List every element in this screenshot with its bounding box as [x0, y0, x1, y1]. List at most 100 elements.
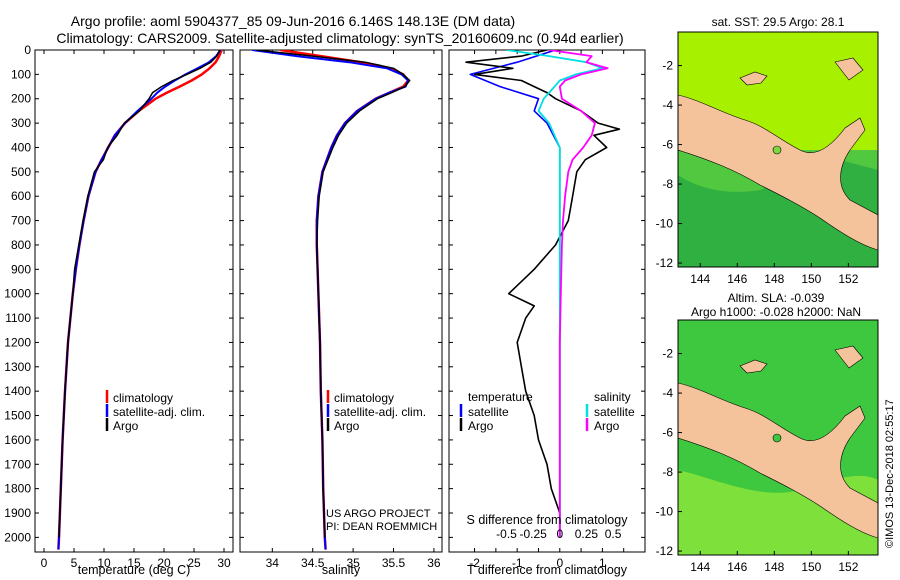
sst-land-island: [739, 71, 768, 86]
depth-tick-label: 600: [11, 189, 31, 203]
difference-x-ticks: -2 -1 0 1: [469, 50, 625, 570]
x-tick-label: -2: [469, 556, 480, 570]
map-y-tick-label: -6: [662, 138, 673, 152]
depth-tick-label: 300: [11, 116, 31, 130]
legend-label-satellite: satellite-adj. clim.: [334, 405, 426, 419]
temperature-xlabel: temperature (deg C): [78, 563, 191, 577]
sla-land-new-guinea: [678, 382, 878, 539]
depth-tick-label: 1800: [4, 482, 31, 496]
series-line-s-argo: [548, 50, 609, 538]
depth-tick-label: 800: [11, 238, 31, 252]
map-y-tick-label: -2: [662, 59, 673, 73]
difference-xlabel: T difference from climatology: [467, 563, 628, 577]
depth-tick-label: 1600: [4, 433, 31, 447]
salinity-lines: [251, 50, 411, 550]
temperature-lines: [57, 50, 223, 550]
map-y-tick-label: -10: [656, 505, 674, 519]
s-difference-label: S difference from climatology: [467, 513, 629, 527]
map-x-tick-label: 152: [838, 272, 858, 286]
map-x-tick-label: 152: [838, 560, 858, 574]
x-tick-label: 25: [187, 556, 201, 570]
s-tick-label: 0.25: [575, 527, 599, 541]
series-line-s-satellite: [506, 50, 604, 538]
sst-map-frame: [677, 31, 879, 268]
sla-map-title-2: Argo h1000: -0.028 h2000: NaN: [691, 305, 861, 319]
map-y-tick-label: -12: [656, 544, 674, 558]
depth-tick-label: 1400: [4, 384, 31, 398]
depth-axis: 0 100 200 300 400 500 600 700 800 900 1000 1100 1200…: [4, 43, 645, 544]
legend-label-climatology: climatology: [113, 391, 173, 405]
depth-tick-label: 2000: [4, 530, 31, 544]
depth-tick-label: 1500: [4, 409, 31, 423]
argo-float-marker: [772, 433, 782, 443]
sst-land-island: [834, 57, 864, 81]
figure-title-line2: Climatology: CARS2009. Satellite-adjuste…: [56, 30, 623, 46]
sst-map-image: [678, 32, 878, 267]
legend-label-t-satellite: satellite: [468, 405, 509, 419]
temperature-x-ticks: 0 5 10 15 20 25 30: [41, 50, 231, 570]
x-tick-label: 34.5: [301, 556, 325, 570]
difference-lines: [465, 50, 621, 538]
x-tick-label: 30: [217, 556, 231, 570]
depth-tick-label: 900: [11, 262, 31, 276]
map-x-tick-label: 144: [690, 560, 710, 574]
salinity-legend: climatology satellite-adj. clim. Argo: [326, 390, 426, 433]
sst-land-new-guinea: [678, 94, 878, 251]
x-tick-label: 36: [427, 556, 441, 570]
x-tick-label: 15: [127, 556, 141, 570]
figure-title-line1: Argo profile: aoml 5904377_85 09-Jun-201…: [71, 13, 515, 29]
x-tick-label: 0: [556, 556, 563, 570]
legend-label-satellite: satellite-adj. clim.: [113, 405, 205, 419]
map-y-tick-label: -12: [656, 256, 674, 270]
sla-map-title-1: Altim. SLA: -0.039: [728, 291, 825, 305]
legend-label-s-argo: Argo: [594, 419, 620, 433]
depth-tick-label: 200: [11, 92, 31, 106]
salinity-panel-frame: [239, 49, 443, 553]
map-x-tick-label: 150: [801, 272, 821, 286]
legend-label-argo: Argo: [334, 419, 360, 433]
map-y-tick-label: -4: [662, 98, 673, 112]
depth-tick-label: 0: [24, 43, 31, 57]
sla-map-ticks: 144 146 148 150 152 -2 -4 -6 -8 -10 -12: [656, 347, 859, 574]
s-tick-label: 0: [556, 527, 563, 541]
legend-title-temperature: temperature: [468, 390, 533, 404]
depth-tick-label: 1100: [5, 311, 31, 325]
depth-tick-label: 700: [11, 214, 31, 228]
s-tick-label: -0.25: [519, 527, 547, 541]
legend-label-s-satellite: satellite: [594, 405, 635, 419]
x-tick-label: 35.5: [382, 556, 406, 570]
x-tick-label: 35: [346, 556, 360, 570]
legend-title-salinity: salinity: [594, 390, 631, 404]
legend-label-argo: Argo: [113, 419, 139, 433]
x-tick-label: 1: [599, 556, 606, 570]
depth-tick-label: 400: [11, 140, 31, 154]
sst-map-ticks: 144 146 148 150 152 -2 -4 -6 -8 -10 -12: [656, 59, 859, 286]
sla-land-island: [739, 359, 768, 374]
salinity-x-ticks: 34 34.5 35 35.5 36: [266, 50, 441, 570]
map-y-tick-label: -10: [656, 217, 674, 231]
depth-tick-label: 100: [11, 67, 31, 81]
series-line-climatology: [57, 50, 223, 550]
series-line-argo: [58, 50, 221, 538]
depth-tick-label: 1900: [4, 506, 31, 520]
imos-credit: ©IMOS 13-Dec-2018 02:55:17: [884, 399, 896, 548]
map-x-tick-label: 146: [727, 272, 747, 286]
sla-land-island: [834, 345, 864, 369]
s-tick-label: -0.5: [496, 527, 517, 541]
series-line-t-argo: [465, 50, 621, 538]
legend-label-t-argo: Argo: [468, 419, 494, 433]
map-y-tick-label: -6: [662, 426, 673, 440]
x-tick-label: 20: [157, 556, 171, 570]
map-y-tick-label: -8: [662, 177, 673, 191]
x-tick-label: 34: [266, 556, 280, 570]
depth-tick-label: 1000: [4, 287, 31, 301]
sst-map-title: sat. SST: 29.5 Argo: 28.1: [712, 15, 845, 29]
map-x-tick-label: 144: [690, 272, 710, 286]
map-y-tick-label: -4: [662, 386, 673, 400]
sla-map-frame: [677, 319, 879, 556]
map-x-tick-label: 146: [727, 560, 747, 574]
x-tick-label: 10: [97, 556, 111, 570]
temperature-panel-frame: [34, 49, 234, 553]
sla-map-image: [678, 320, 878, 555]
